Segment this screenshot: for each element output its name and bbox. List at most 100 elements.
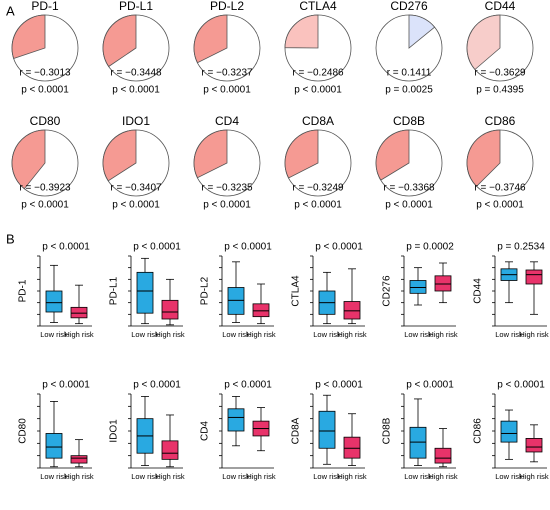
p-label: p < 0.0001	[203, 85, 251, 96]
box	[525, 269, 543, 285]
x-tick-label: High risk	[155, 472, 184, 481]
y-axis-label: CD44	[473, 278, 484, 304]
x-tick-label: Low risk	[222, 472, 250, 481]
y-axis-label: PD-L1	[109, 276, 120, 305]
x-tick-label: Low risk	[404, 330, 432, 339]
panel-label: A	[6, 3, 15, 18]
x-tick-label: Low risk	[222, 330, 250, 339]
r-label: r = −0.3013	[19, 68, 71, 79]
pie-wedge	[466, 14, 501, 71]
pie-wedge	[102, 14, 137, 68]
y-axis-label: CD276	[382, 275, 393, 307]
pie-wedge	[193, 129, 228, 179]
box-title: p < 0.0001	[133, 380, 181, 391]
x-tick-label: High risk	[428, 472, 457, 481]
x-tick-label: High risk	[519, 330, 548, 339]
box	[45, 433, 63, 459]
box	[45, 290, 63, 313]
pie-title: CD4	[215, 114, 239, 128]
x-tick-label: Low risk	[313, 330, 341, 339]
p-label: p < 0.0001	[112, 85, 160, 96]
pie-title: CTLA4	[299, 0, 337, 13]
r-label: r = 0.1411	[387, 68, 432, 79]
y-axis-label: PD-1	[18, 279, 29, 302]
y-axis-label: CD8B	[382, 417, 393, 444]
y-axis-label: IDO1	[109, 419, 120, 443]
x-tick-label: High risk	[246, 472, 275, 481]
box	[409, 426, 427, 459]
box	[434, 447, 452, 464]
pie-wedge	[102, 129, 137, 182]
box-title: p < 0.0001	[224, 242, 272, 253]
x-tick-label: Low risk	[404, 472, 432, 481]
x-tick-label: High risk	[337, 472, 366, 481]
box	[161, 440, 179, 460]
box	[136, 271, 154, 314]
x-tick-label: Low risk	[495, 472, 523, 481]
box	[318, 410, 336, 449]
pie-wedge	[11, 14, 46, 59]
y-axis-label: CD86	[473, 418, 484, 444]
box-title: p < 0.0001	[42, 380, 90, 391]
pie-wedge	[284, 129, 319, 179]
pie-wedge	[11, 129, 46, 190]
box-title: p < 0.0001	[406, 380, 454, 391]
pie-wedge	[408, 14, 436, 49]
y-axis-label: CD80	[18, 418, 29, 444]
x-tick-label: High risk	[519, 472, 548, 481]
pie-title: CD44	[485, 0, 516, 13]
x-tick-label: Low risk	[131, 330, 159, 339]
r-label: r = −0.3237	[201, 68, 253, 79]
box	[343, 436, 361, 459]
box	[227, 287, 245, 315]
x-tick-label: Low risk	[313, 472, 341, 481]
p-label: p < 0.0001	[112, 200, 160, 211]
y-axis-label: CD8A	[291, 417, 302, 444]
panel-label: B	[6, 231, 15, 246]
x-tick-label: Low risk	[495, 330, 523, 339]
p-label: p = 0.4395	[476, 85, 524, 96]
box	[70, 455, 88, 464]
x-tick-label: High risk	[337, 330, 366, 339]
r-label: r = −0.3407	[110, 183, 162, 194]
r-label: r = −0.3746	[474, 183, 526, 194]
pie-wedge	[466, 129, 501, 187]
r-label: r = −0.3923	[19, 183, 71, 194]
r-label: r = −0.3368	[383, 183, 435, 194]
x-tick-label: Low risk	[40, 472, 68, 481]
box	[70, 306, 88, 319]
box	[161, 299, 179, 320]
pie-title: CD8A	[302, 114, 334, 128]
r-label: r = −0.3235	[201, 183, 253, 194]
box-title: p < 0.0001	[497, 380, 545, 391]
box	[343, 301, 361, 320]
pie-title: CD86	[485, 114, 516, 128]
r-label: r = −0.2486	[292, 68, 344, 79]
box-title: p = 0.0002	[406, 242, 454, 253]
x-tick-label: High risk	[246, 330, 275, 339]
p-label: p < 0.0001	[294, 200, 342, 211]
x-tick-label: High risk	[64, 330, 93, 339]
p-label: p < 0.0001	[21, 200, 69, 211]
y-axis-label: CD4	[200, 421, 211, 441]
box-title: p < 0.0001	[224, 380, 272, 391]
pie-title: CD80	[30, 114, 61, 128]
pie-title: CD8B	[393, 114, 425, 128]
p-label: p = 0.0025	[385, 85, 433, 96]
p-label: p < 0.0001	[203, 200, 251, 211]
x-tick-label: Low risk	[131, 472, 159, 481]
pie-wedge	[284, 14, 319, 49]
pie-title: PD-1	[31, 0, 59, 13]
box-title: p = 0.2534	[497, 242, 545, 253]
x-tick-label: High risk	[428, 330, 457, 339]
p-label: p < 0.0001	[21, 85, 69, 96]
x-tick-label: Low risk	[40, 330, 68, 339]
box	[500, 420, 518, 443]
pie-title: CD276	[390, 0, 428, 13]
pie-wedge	[193, 14, 228, 64]
pie-title: PD-L2	[210, 0, 244, 13]
box-title: p < 0.0001	[42, 242, 90, 253]
y-axis-label: PD-L2	[200, 276, 211, 305]
x-tick-label: High risk	[155, 330, 184, 339]
